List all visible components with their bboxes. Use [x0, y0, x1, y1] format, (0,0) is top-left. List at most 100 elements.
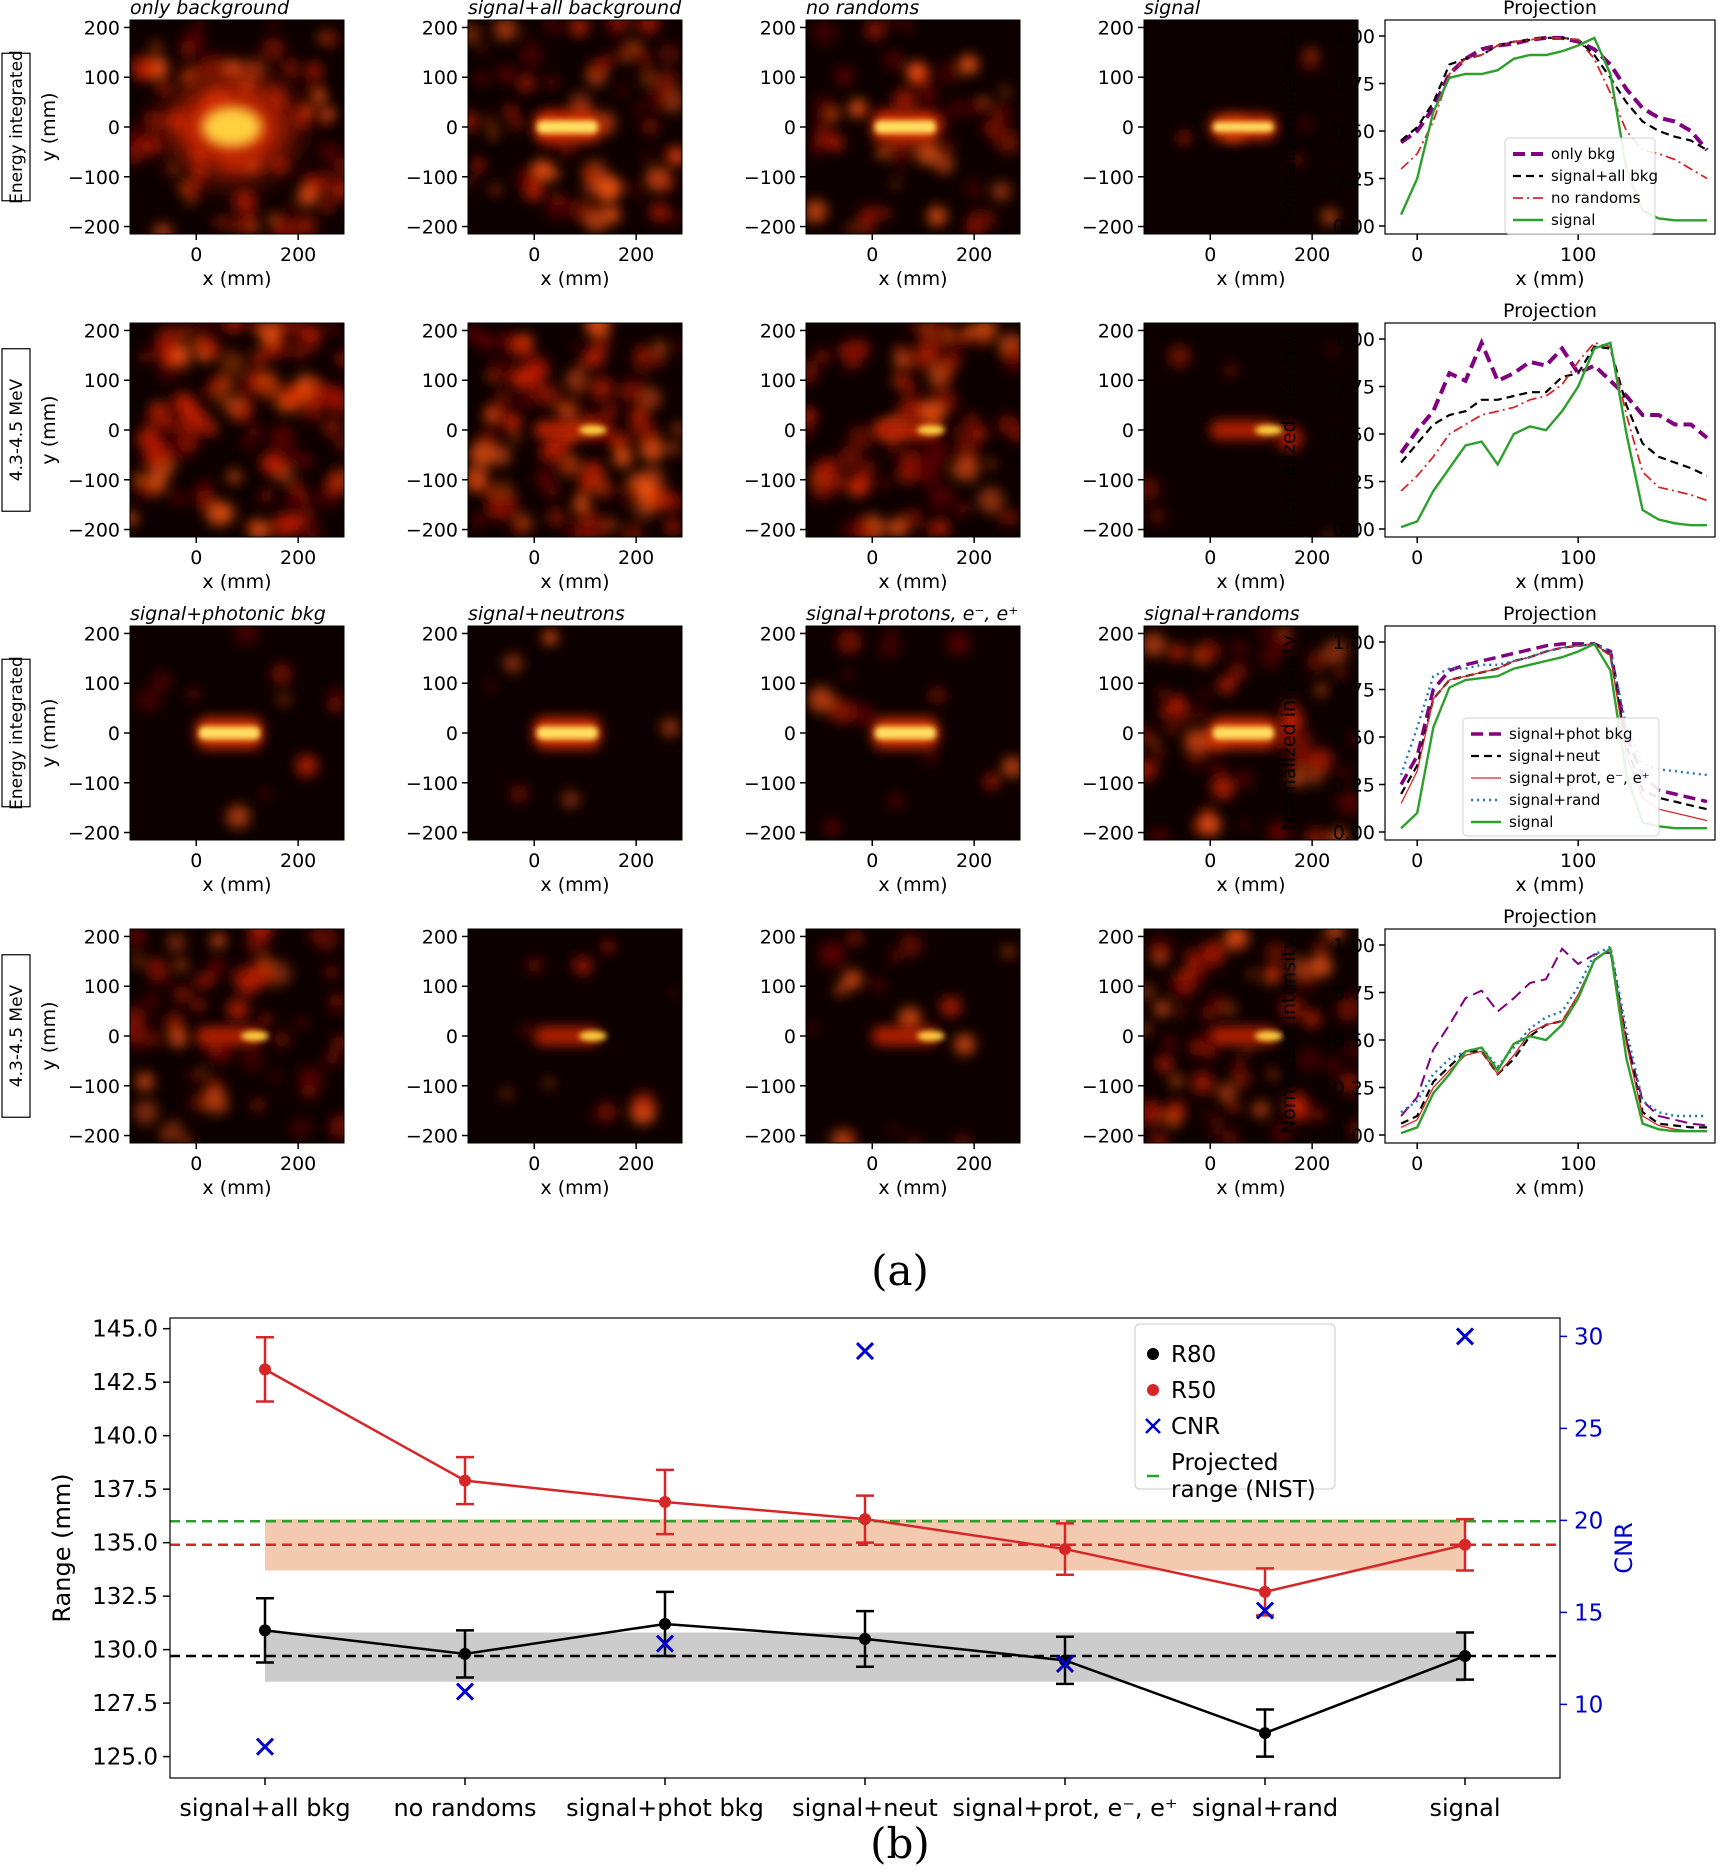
x-tick-label: 0	[528, 244, 540, 266]
y-tick-label: 100	[1098, 673, 1134, 695]
cnr-marker	[455, 1682, 475, 1701]
x-axis-label: x (mm)	[202, 874, 271, 896]
y-tick-label: −200	[744, 520, 796, 542]
r80-point	[659, 1617, 671, 1630]
y2-axis-label: CNR	[1610, 1522, 1638, 1573]
heatmap-r3-c4: 200 100 0 −100 −200 0 200 x (mm) signal+randoms	[1082, 603, 1359, 896]
legend-entry: signal+phot bkg	[1509, 725, 1633, 743]
y-tick-label: 100	[422, 370, 458, 392]
legend-entry: signal+rand	[1509, 791, 1600, 809]
legend-entry: signal+prot, e⁻, e⁺	[1509, 769, 1650, 787]
y-tick-label: 0.00	[1333, 1125, 1375, 1147]
r50-point	[259, 1363, 271, 1376]
legend-entry: signal+all bkg	[1551, 167, 1658, 185]
y-tick-label: 0.75	[1333, 983, 1375, 1005]
legend-entry: signal+neut	[1509, 747, 1600, 765]
heatmap-r2-c2: 200 100 0 −100 −200 0 200 x (mm)	[406, 320, 683, 593]
r50-point	[459, 1474, 471, 1487]
y-tick-label: −100	[1082, 470, 1134, 492]
y-tick-label: −200	[68, 823, 120, 845]
y-tick-label: 100	[760, 976, 796, 998]
y-tick-label: 0.50	[1333, 424, 1375, 446]
y-tick-label: 200	[1098, 320, 1134, 342]
y-tick-label: 140.0	[92, 1424, 158, 1450]
x-tick-label: 0	[190, 244, 202, 266]
y-tick-label: 0	[108, 723, 120, 745]
y-tick-label: 0.75	[1333, 74, 1375, 96]
y-tick-label: 200	[422, 926, 458, 948]
y-axis-label: y (mm)	[38, 395, 60, 464]
y-tick-label: 1.00	[1333, 935, 1375, 957]
x-tick-label: 200	[618, 1153, 654, 1175]
y-tick-label: −100	[68, 773, 120, 795]
y-tick-label: 200	[1098, 926, 1134, 948]
y-tick-label: 145.0	[92, 1317, 158, 1343]
y-tick-label: −100	[744, 1076, 796, 1098]
y-tick-label: 200	[760, 623, 796, 645]
x-axis-label: x (mm)	[540, 874, 609, 896]
y-axis-label: y (mm)	[38, 92, 60, 161]
heatmap-r4-c3: 200 100 0 −100 −200 0 200 x (mm)	[744, 926, 1021, 1199]
x-tick-label: 0	[866, 850, 878, 872]
series-line	[1400, 946, 1707, 1135]
y-axis-label: Normalized intensity	[1278, 938, 1300, 1134]
y-tick-label: 0	[446, 723, 458, 745]
y-tick-label: −200	[68, 1126, 120, 1148]
y-tick-label: 100	[1098, 67, 1134, 89]
y-tick-label: 135.0	[92, 1531, 158, 1557]
y-tick-label: −200	[744, 1126, 796, 1148]
projection-legend: signal+phot bkg signal+neut signal+prot, e…	[1462, 717, 1660, 837]
y-tick-label: −200	[406, 217, 458, 239]
y-tick-label: 0	[108, 420, 120, 442]
heatmap-r1-c2: 200 100 0 −100 −200 0 200 x (mm) signal+all back…	[406, 0, 683, 290]
y-tick-label: −100	[68, 167, 120, 189]
x-tick-label: 200	[618, 244, 654, 266]
y-tick-label: −100	[1082, 167, 1134, 189]
legend-entry: CNR	[1171, 1414, 1220, 1440]
category-label: signal+all bkg	[179, 1794, 350, 1822]
legend-entry: signal	[1509, 813, 1553, 831]
heatmap-r1-c4: 200 100 0 −100 −200 0 200 x (mm) signal	[1082, 0, 1359, 290]
y-tick-label: 0.50	[1333, 727, 1375, 749]
x-axis-label: x (mm)	[1515, 1177, 1584, 1199]
y-tick-label: 100	[84, 370, 120, 392]
r80-point	[1459, 1650, 1471, 1663]
y-tick-label: 200	[422, 320, 458, 342]
y-tick-label: 0	[1122, 420, 1134, 442]
heatmap-r4-c1: 200 100 0 −100 −200 0 200 x (mm) y (mm)	[38, 926, 345, 1199]
y-tick-label: −100	[68, 470, 120, 492]
y-tick-label: 200	[760, 17, 796, 39]
x-tick-label: 200	[280, 850, 316, 872]
x-tick-label: 200	[1294, 1153, 1330, 1175]
x-axis-label: x (mm)	[878, 874, 947, 896]
x-tick-label: 0	[1411, 244, 1423, 266]
cnr-marker	[855, 1342, 875, 1361]
projection-title: Projection	[1503, 300, 1597, 322]
y-tick-label: 100	[84, 673, 120, 695]
projection-legend: only bkg signal+all bkg no randoms signal	[1504, 137, 1658, 235]
y-tick-label: −200	[744, 823, 796, 845]
y-tick-label: −100	[68, 1076, 120, 1098]
y-tick-label: 0	[446, 117, 458, 139]
category-label: no randoms	[393, 1794, 536, 1822]
row-label-text: 4.3-4.5 MeV	[7, 378, 27, 481]
heatmap-r3-c2: 200 100 0 −100 −200 0 200 x (mm) signal+neutrons	[406, 603, 683, 896]
series-line	[1399, 642, 1708, 777]
y-tick-label: 0	[784, 420, 796, 442]
y-tick-label: −200	[1082, 823, 1134, 845]
x-tick-label: 0	[528, 547, 540, 569]
r80-point	[1059, 1654, 1071, 1667]
cnr-marker	[655, 1634, 675, 1653]
y-tick-label: 0.25	[1333, 169, 1375, 191]
heatmap-r4-c4: 200 100 0 −100 −200 0 200 x (mm)	[1082, 926, 1359, 1199]
image-title: no randoms	[806, 0, 919, 19]
x-tick-label: 100	[1560, 850, 1596, 872]
category-label: signal+phot bkg	[566, 1794, 764, 1822]
series-line	[1400, 945, 1707, 1118]
legend-entry: Projected range (NIST)	[1171, 1450, 1316, 1503]
y-tick-label: −200	[406, 823, 458, 845]
y-tick-label: −200	[744, 217, 796, 239]
y-tick-label: 100	[1098, 370, 1134, 392]
y-tick-label: 200	[84, 320, 120, 342]
